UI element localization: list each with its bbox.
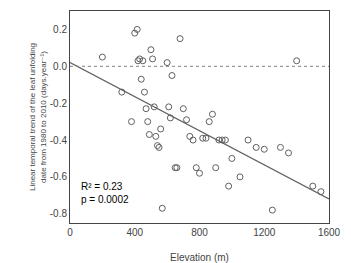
- svg-text:1200: 1200: [253, 227, 276, 238]
- svg-text:Elevation (m): Elevation (m): [170, 252, 229, 263]
- svg-text:0.0: 0.0: [53, 61, 67, 72]
- svg-text:0: 0: [67, 227, 73, 238]
- svg-text:400: 400: [126, 227, 143, 238]
- svg-text:-0.8: -0.8: [50, 208, 68, 219]
- svg-text:800: 800: [191, 227, 208, 238]
- svg-text:-0.2: -0.2: [50, 98, 68, 109]
- svg-text:1600: 1600: [318, 227, 341, 238]
- svg-text:0.2: 0.2: [53, 24, 67, 35]
- svg-text:-0.4: -0.4: [50, 135, 68, 146]
- svg-text:Linear temporal trend of the l: Linear temporal trend of the leaf unfold…: [28, 43, 47, 191]
- svg-text:-0.6: -0.6: [50, 171, 68, 182]
- svg-text:R² = 0.23p = 0.0002: R² = 0.23p = 0.0002: [81, 181, 129, 205]
